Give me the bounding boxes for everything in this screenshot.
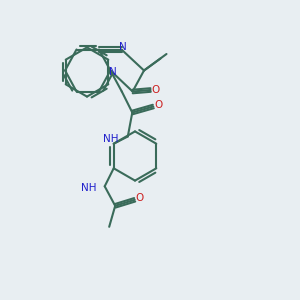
Text: O: O <box>154 100 163 110</box>
Text: N: N <box>109 67 117 77</box>
Text: NH: NH <box>81 183 96 193</box>
Text: O: O <box>151 85 159 95</box>
Text: N: N <box>119 42 127 52</box>
Text: O: O <box>136 193 144 203</box>
Text: NH: NH <box>103 134 119 144</box>
